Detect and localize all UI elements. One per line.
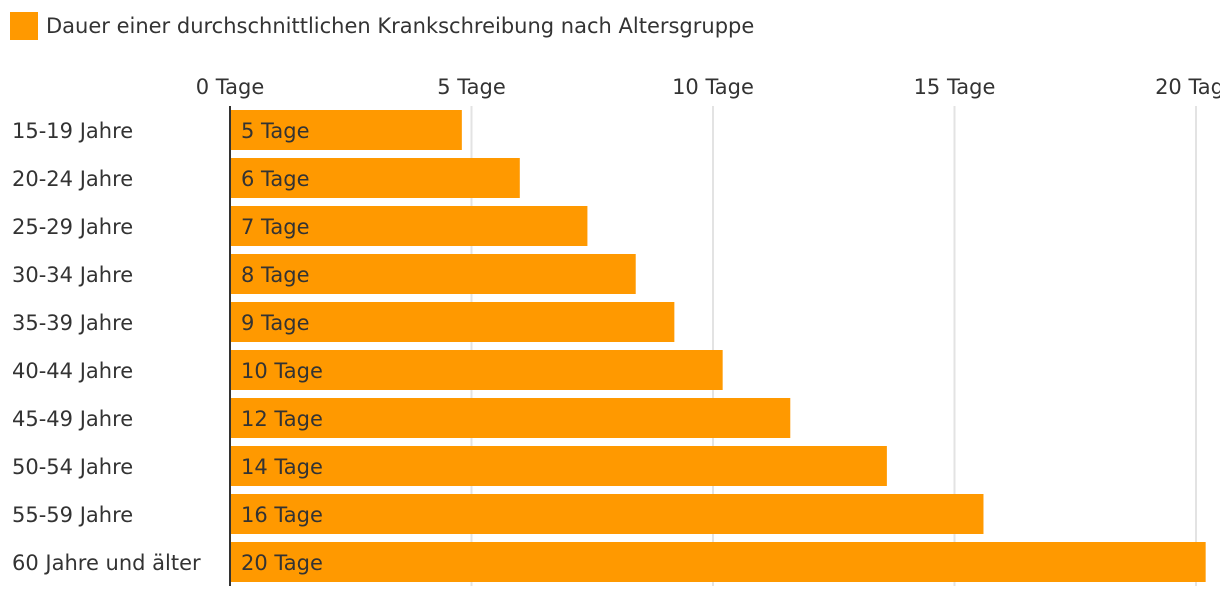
x-tick-label: 20 Tage [1155, 75, 1220, 99]
bar [230, 350, 723, 390]
bar-data-label: 14 Tage [241, 455, 323, 479]
bar [230, 206, 588, 246]
bar [230, 302, 675, 342]
category-label: 15-19 Jahre [12, 119, 133, 143]
chart-legend: Dauer einer durchschnittlichen Krankschr… [10, 12, 754, 40]
bar [230, 110, 462, 150]
bar [230, 254, 636, 294]
x-tick-label: 10 Tage [672, 75, 754, 99]
bar [230, 446, 887, 486]
x-tick-label: 0 Tage [196, 75, 265, 99]
bar-data-label: 7 Tage [241, 215, 310, 239]
category-label: 45-49 Jahre [12, 407, 133, 431]
category-label: 40-44 Jahre [12, 359, 133, 383]
category-label: 60 Jahre und älter [12, 551, 201, 575]
bar-data-label: 6 Tage [241, 167, 310, 191]
category-label: 25-29 Jahre [12, 215, 133, 239]
category-label: 35-39 Jahre [12, 311, 133, 335]
category-label: 20-24 Jahre [12, 167, 133, 191]
bar-data-label: 20 Tage [241, 551, 323, 575]
bar [230, 542, 1206, 582]
bar [230, 398, 791, 438]
bar-data-label: 9 Tage [241, 311, 310, 335]
category-label: 55-59 Jahre [12, 503, 133, 527]
bar [230, 494, 984, 534]
category-label: 30-34 Jahre [12, 263, 133, 287]
legend-label: Dauer einer durchschnittlichen Krankschr… [46, 14, 755, 38]
x-tick-label: 5 Tage [437, 75, 506, 99]
x-tick-label: 15 Tage [914, 75, 996, 99]
bar-data-label: 12 Tage [241, 407, 323, 431]
legend-swatch [10, 12, 38, 40]
category-label: 50-54 Jahre [12, 455, 133, 479]
bar [230, 158, 520, 198]
bar-data-label: 5 Tage [241, 119, 310, 143]
bar-data-label: 8 Tage [241, 263, 310, 287]
bar-data-label: 16 Tage [241, 503, 323, 527]
bar-data-label: 10 Tage [241, 359, 323, 383]
